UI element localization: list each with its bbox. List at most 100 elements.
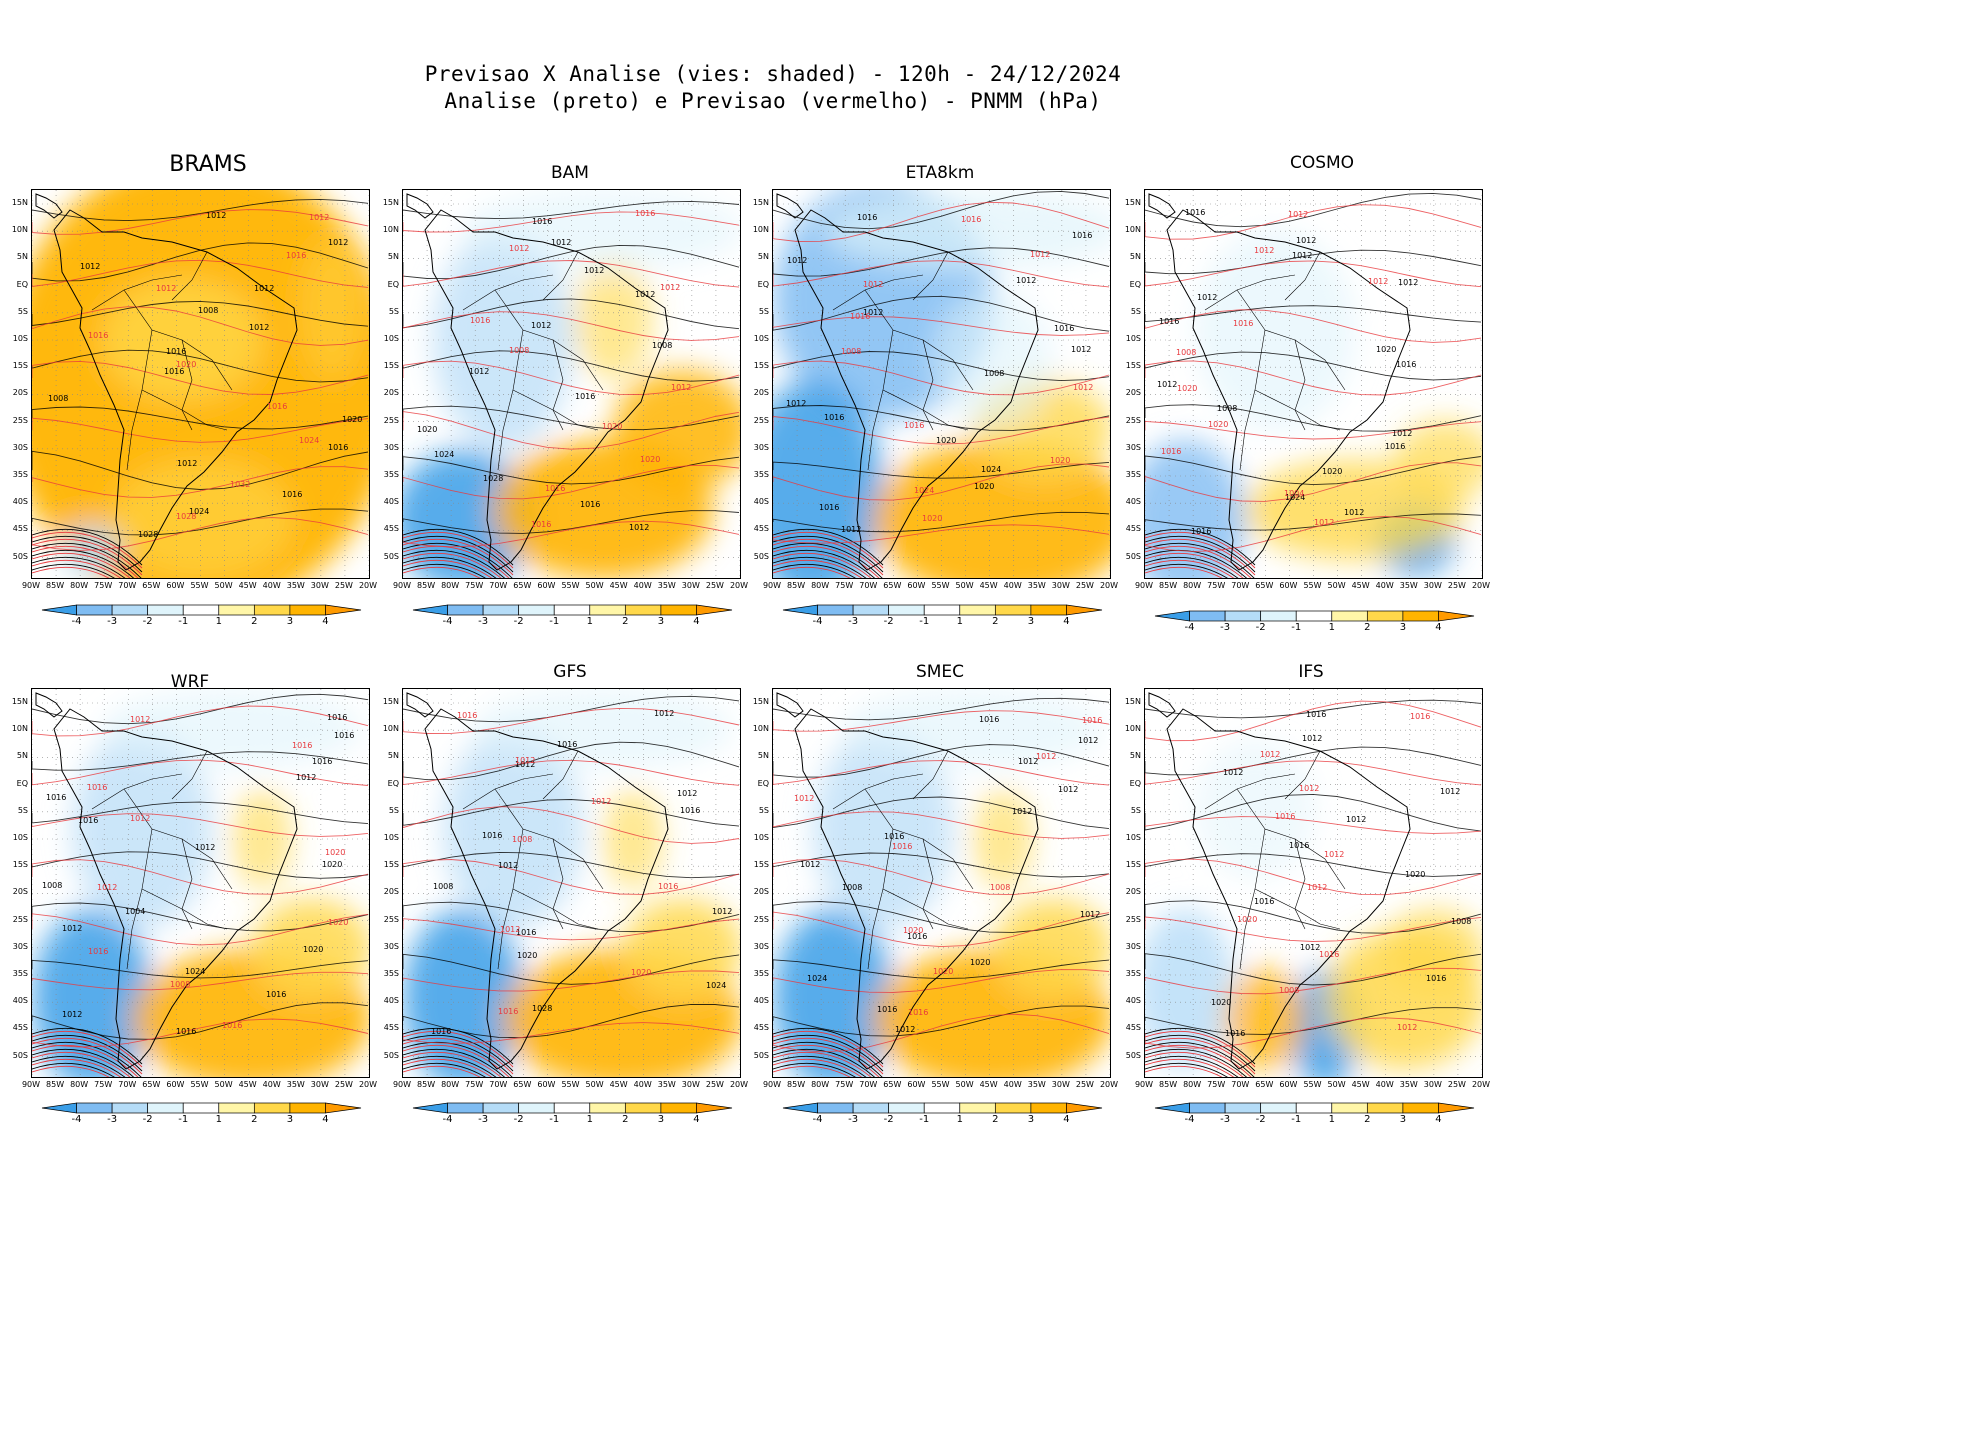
analysis-isobar-label: 1016 [979, 715, 999, 724]
forecast-isobar-label: 1016 [658, 882, 678, 891]
colorbar-segment [447, 1102, 484, 1114]
colorbar-segment [1030, 1102, 1067, 1114]
colorbar-label: -2 [513, 1114, 524, 1125]
analysis-isobar-label: 1012 [800, 860, 820, 869]
lat-label: 5S [1130, 306, 1141, 316]
lon-label: 65W [513, 1080, 532, 1089]
lat-label: 50S [383, 551, 399, 561]
colorbar [412, 1102, 733, 1114]
forecast-isobar [403, 918, 740, 941]
colorbar-label: -1 [1291, 622, 1302, 633]
colorbar-label: 2 [1364, 1114, 1371, 1125]
forecast-isobar [773, 524, 1110, 544]
lon-label: 60W [166, 581, 185, 590]
lat-label: 35S [383, 969, 399, 978]
lon-label: 50W [214, 581, 233, 590]
colorbar-segment [1402, 610, 1439, 622]
forecast-isobar-label: 1016 [908, 1008, 928, 1017]
lat-label: EQ [757, 778, 769, 788]
lat-label: 15N [1124, 697, 1141, 706]
forecast-isobar [32, 566, 110, 578]
forecast-isobar [773, 1013, 1110, 1053]
analysis-isobar-label: 1008 [984, 369, 1004, 378]
lon-label: 35W [286, 1080, 305, 1089]
panel-title-wrf: WRF [170, 672, 210, 692]
colorbar-segment [1438, 1102, 1475, 1114]
country-border [912, 750, 949, 800]
forecast-isobar-label: 1012 [1254, 246, 1274, 255]
forecast-isobar [773, 552, 872, 578]
analysis-isobar [1145, 853, 1482, 877]
panel-title-brams: BRAMS [169, 152, 247, 177]
forecast-isobar-label: 1012 [1073, 383, 1093, 392]
forecast-isobar-label: 1020 [1237, 915, 1257, 924]
lon-label: 90W [1134, 1080, 1154, 1089]
lon-label: 55W [190, 1080, 209, 1089]
country-border [462, 274, 554, 311]
forecast-isobar-label: 1008 [509, 346, 529, 355]
analysis-isobar [32, 1034, 143, 1072]
lon-label: 40W [1003, 1080, 1022, 1089]
lon-label: 90W [1134, 581, 1154, 590]
lon-label: 50W [585, 581, 604, 590]
colorbar-segment [1189, 610, 1226, 622]
lon-label: 85W [46, 1080, 65, 1089]
forecast-isobar [32, 1037, 143, 1075]
lon-label: 75W [835, 581, 854, 590]
colorbar-label: 4 [1063, 616, 1070, 627]
lat-label: 35S [753, 969, 769, 978]
lon-label: 50W [1327, 581, 1346, 590]
analysis-isobar [403, 528, 514, 566]
lat-label: 40S [753, 497, 769, 507]
colorbar-label: 1 [215, 1114, 222, 1125]
forecast-isobar-label: 1020 [328, 918, 348, 927]
analysis-isobar [403, 1034, 514, 1072]
colorbar-label: 2 [992, 616, 999, 627]
analysis-isobar [403, 549, 506, 578]
colorbar-label: 4 [693, 616, 700, 627]
lat-label: 45S [1125, 524, 1141, 534]
lon-label: 25W [1075, 581, 1094, 590]
forecast-isobar [403, 1022, 740, 1044]
analysis-isobar-label: 1012 [841, 525, 861, 534]
forecast-isobar-label: 1012 [660, 283, 680, 292]
lat-label: 5N [16, 751, 28, 761]
forecast-isobar [1145, 1051, 1244, 1077]
colorbar-label: 1 [1328, 622, 1335, 633]
forecast-isobar-label: 1016 [470, 316, 490, 325]
figure-subtitle: Analise (preto) e Previsao (vermelho) - … [444, 89, 1102, 113]
lat-label: 15N [382, 697, 399, 706]
forecast-isobar-label: 1012 [515, 756, 535, 765]
map-cosmo: 1016 1012 1012 1012 1012 1016 1020 1016 1012 1008… [1144, 189, 1483, 579]
lat-label: 10N [1124, 724, 1141, 734]
forecast-isobar [32, 913, 369, 946]
country-border [1254, 888, 1341, 930]
forecast-isobar [1145, 1037, 1256, 1075]
analysis-isobar-label: 1012 [1440, 787, 1460, 796]
analysis-isobar-label: 1016 [1254, 897, 1274, 906]
analysis-isobar [1145, 1027, 1256, 1065]
forecast-isobar [773, 316, 1110, 336]
analysis-isobar-label: 1016 [166, 347, 186, 356]
forecast-isobar [32, 306, 369, 346]
forecast-isobar-label: 1012 [130, 715, 150, 724]
analysis-isobar-label: 1012 [1398, 278, 1418, 287]
colorbar-label: 2 [622, 616, 629, 627]
analysis-isobar-label: 1016 [1306, 710, 1326, 719]
lat-label: 40S [753, 996, 769, 1006]
analysis-isobar [32, 450, 369, 490]
lat-label: 10N [1124, 225, 1141, 235]
lat-label: 35S [1125, 969, 1141, 978]
analysis-isobar [773, 563, 856, 578]
analysis-isobar [403, 953, 740, 985]
lat-label: EQ [757, 279, 769, 289]
lat-label: 20S [12, 388, 28, 398]
lon-label: 35W [657, 1080, 676, 1089]
lat-label: 40S [383, 996, 399, 1006]
colorbar-segment [1438, 610, 1475, 622]
forecast-isobar-label: 1008 [841, 347, 861, 356]
analysis-isobar-label: 1012 [1157, 380, 1177, 389]
colorbar-segment [1030, 604, 1067, 616]
analysis-isobar [403, 298, 740, 330]
analysis-isobar-label: 1012 [254, 284, 274, 293]
